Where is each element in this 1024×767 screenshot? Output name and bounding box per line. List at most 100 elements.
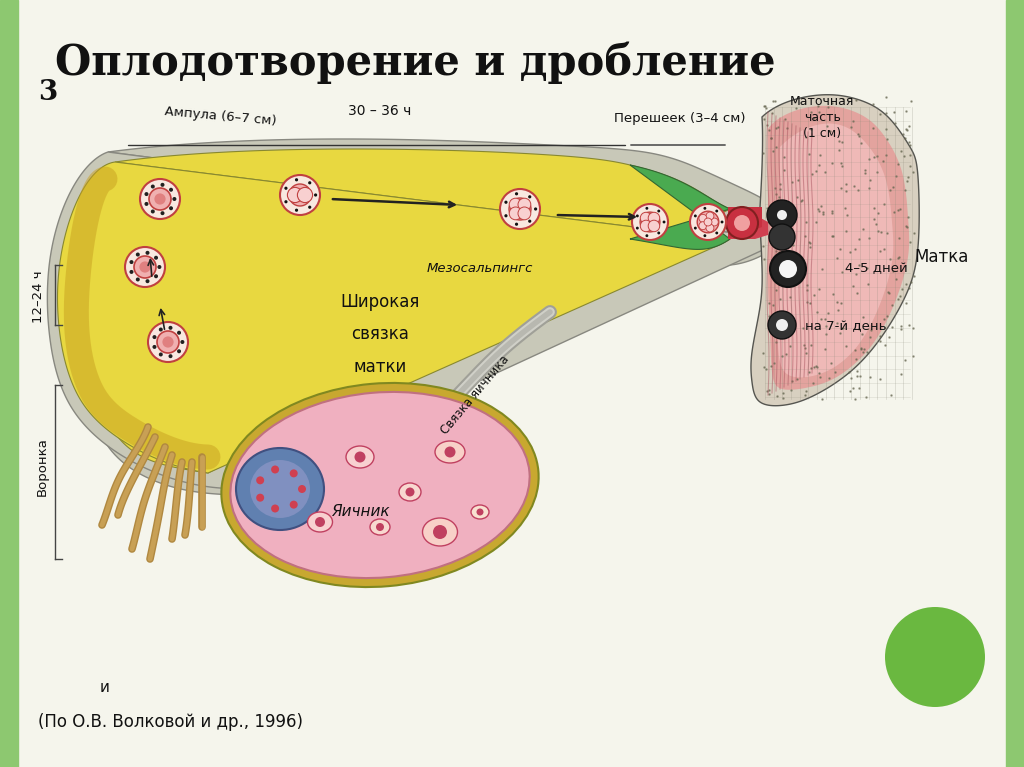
Circle shape [711,218,718,226]
Circle shape [177,331,181,334]
Text: Маточная
часть
(1 см): Маточная часть (1 см) [790,95,854,140]
Circle shape [159,353,163,357]
Circle shape [161,211,165,216]
Circle shape [657,209,660,212]
Circle shape [144,202,148,206]
Circle shape [315,517,325,527]
Circle shape [768,311,796,339]
Circle shape [767,200,797,230]
Circle shape [694,227,696,229]
Circle shape [129,270,133,274]
Bar [0,0,18,767]
Circle shape [314,193,317,196]
Text: Матка: Матка [914,248,969,266]
Circle shape [280,175,319,215]
Polygon shape [57,162,730,473]
Ellipse shape [346,446,374,468]
Text: Широкая: Широкая [340,293,420,311]
Polygon shape [85,139,780,495]
Circle shape [636,227,639,229]
Circle shape [376,523,384,531]
Text: 4–5 дней: 4–5 дней [845,262,907,275]
Text: и: и [100,680,110,695]
Circle shape [697,211,719,233]
Ellipse shape [423,518,458,546]
Ellipse shape [236,448,324,530]
Polygon shape [93,149,730,473]
Circle shape [256,476,264,484]
Circle shape [706,224,714,232]
Circle shape [663,221,666,223]
Circle shape [169,354,172,358]
Circle shape [716,209,718,212]
Circle shape [716,232,718,235]
Circle shape [515,222,518,225]
Ellipse shape [370,519,390,535]
Circle shape [145,251,150,255]
Circle shape [153,345,157,349]
Circle shape [271,466,280,473]
Ellipse shape [471,505,489,519]
Circle shape [777,210,787,220]
Circle shape [770,251,806,287]
Text: Мезосальпингс: Мезосальпингс [427,262,534,275]
Circle shape [476,509,483,515]
Ellipse shape [230,392,529,578]
Ellipse shape [435,441,465,463]
Circle shape [308,181,311,184]
Circle shape [645,234,648,237]
Polygon shape [728,207,762,239]
Circle shape [433,525,447,539]
Circle shape [180,340,184,344]
Circle shape [648,220,659,232]
Circle shape [699,214,707,222]
Circle shape [518,207,530,220]
Circle shape [500,189,540,229]
Circle shape [177,349,181,354]
Circle shape [169,326,172,330]
Circle shape [271,505,280,512]
Circle shape [161,183,165,187]
Polygon shape [751,95,920,406]
Circle shape [140,179,180,219]
Circle shape [172,197,176,201]
Circle shape [769,224,795,250]
Circle shape [734,215,750,231]
Polygon shape [728,207,768,239]
Circle shape [256,494,264,502]
Text: 3: 3 [38,79,57,106]
Circle shape [136,252,140,256]
Circle shape [648,212,659,224]
Circle shape [290,469,298,477]
Text: Связка яичника: Связка яичника [438,353,512,437]
Circle shape [726,207,758,239]
Circle shape [298,485,306,493]
Circle shape [779,260,797,278]
Circle shape [169,206,173,210]
Text: (По О.В. Волковой и др., 1996): (По О.В. Волковой и др., 1996) [38,713,303,731]
Circle shape [295,209,298,212]
Circle shape [129,260,133,264]
Text: Яичник: Яичник [331,505,389,519]
Circle shape [505,214,508,217]
Ellipse shape [307,512,333,532]
Circle shape [703,207,707,209]
Circle shape [151,209,155,213]
Circle shape [776,319,788,331]
Text: Оплодотворение и дробление: Оплодотворение и дробление [55,42,775,84]
Circle shape [354,452,366,463]
Circle shape [509,198,522,211]
Circle shape [150,188,171,210]
Circle shape [505,201,508,204]
Circle shape [444,446,456,457]
Circle shape [288,187,303,202]
Circle shape [134,256,156,278]
Ellipse shape [399,483,421,501]
Circle shape [290,501,298,509]
Circle shape [640,212,652,224]
Polygon shape [47,152,780,489]
Circle shape [308,206,311,209]
Circle shape [645,207,648,209]
Circle shape [158,265,162,269]
Text: Ампула (6–7 см): Ампула (6–7 см) [164,105,276,128]
